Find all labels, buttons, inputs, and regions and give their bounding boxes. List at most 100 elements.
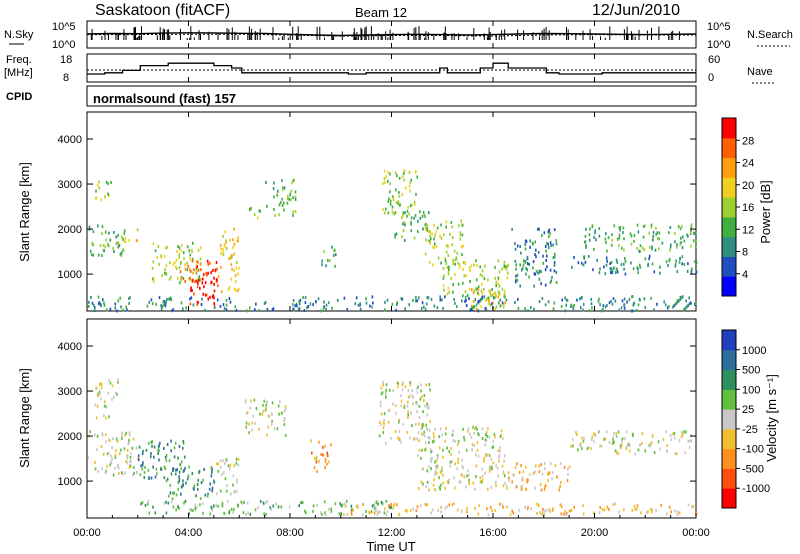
heatmap-cell <box>216 278 218 282</box>
heatmap-cell <box>375 500 378 504</box>
heatmap-cell <box>100 444 103 448</box>
heatmap-cell <box>487 487 489 491</box>
heatmap-cell <box>604 305 607 309</box>
heatmap-cell <box>111 446 113 449</box>
heatmap-cell <box>452 290 454 294</box>
heatmap-cell <box>401 297 404 301</box>
heatmap-cell <box>207 492 209 496</box>
heatmap-cell <box>412 507 414 511</box>
heatmap-cell <box>618 308 620 312</box>
heatmap-cell <box>470 307 472 311</box>
heatmap-cell <box>568 465 571 469</box>
heatmap-cell <box>116 392 118 396</box>
heatmap-cell <box>178 506 180 510</box>
heatmap-cell <box>225 239 227 243</box>
heatmap-cell <box>328 460 330 464</box>
heatmap-cell <box>419 216 422 220</box>
heatmap-cell <box>160 254 162 258</box>
heatmap-cell <box>611 302 614 306</box>
heatmap-cell <box>414 170 417 174</box>
heatmap-cell <box>549 232 551 236</box>
heatmap-cell <box>678 439 681 443</box>
heatmap-cell <box>394 430 397 433</box>
heatmap-cell <box>481 427 484 431</box>
heatmap-cell <box>183 501 185 505</box>
heatmap-cell <box>262 501 265 505</box>
heatmap-cell <box>560 304 563 308</box>
heatmap-cell <box>219 489 222 493</box>
heatmap-cell <box>158 458 160 462</box>
heatmap-cell <box>617 430 620 434</box>
heatmap-cell <box>124 236 127 240</box>
heatmap-cell <box>676 513 678 517</box>
heatmap-cell <box>178 444 181 448</box>
heatmap-cell <box>408 395 411 399</box>
heatmap-cell <box>628 444 631 448</box>
heatmap-cell <box>233 508 235 511</box>
heatmap-cell <box>445 220 448 224</box>
heatmap-cell <box>233 242 236 246</box>
heatmap-cell <box>327 258 329 262</box>
heatmap-cell <box>237 236 239 240</box>
heatmap-cell <box>155 467 158 471</box>
heatmap-cell <box>316 503 318 507</box>
heatmap-cell <box>611 238 614 242</box>
heatmap-cell <box>488 299 490 303</box>
heatmap-cell <box>262 409 265 413</box>
heatmap-cell <box>541 234 543 238</box>
heatmap-cell <box>615 258 618 262</box>
heatmap-cell <box>648 245 651 249</box>
heatmap-cell <box>594 231 596 235</box>
heatmap-cell <box>610 299 612 303</box>
heatmap-cell <box>475 453 477 457</box>
heatmap-cell <box>384 180 386 184</box>
heatmap-cell <box>115 449 117 452</box>
heatmap-cell <box>263 399 265 403</box>
heatmap-cell <box>146 304 149 308</box>
heatmap-cell <box>237 457 240 461</box>
heatmap-cell <box>528 473 531 477</box>
heatmap-cell <box>121 472 124 476</box>
heatmap-cell <box>230 277 232 281</box>
heatmap-cell <box>411 424 413 428</box>
heatmap-cell <box>199 497 202 500</box>
freq-right-tick-low: 0 <box>708 72 714 84</box>
heatmap-cell <box>165 479 168 483</box>
heatmap-cell <box>301 501 304 504</box>
heatmap-cell <box>101 232 103 236</box>
heatmap-cell <box>95 196 97 200</box>
heatmap-cell <box>515 267 517 271</box>
heatmap-cell <box>425 383 427 387</box>
heatmap-cell <box>350 510 353 514</box>
heatmap-cell <box>369 304 371 308</box>
heatmap-cell <box>484 438 487 442</box>
heatmap-cell <box>294 304 296 308</box>
heatmap-cell <box>442 284 445 288</box>
heatmap-cell <box>380 392 383 396</box>
heatmap-cell <box>189 276 191 280</box>
heatmap-cell <box>425 423 427 427</box>
heatmap-cell <box>140 502 142 506</box>
heatmap-cell <box>177 456 179 460</box>
heatmap-cell <box>481 478 484 482</box>
heatmap-cell <box>158 449 160 453</box>
heatmap-cell <box>407 395 410 399</box>
heatmap-cell <box>324 459 327 463</box>
heatmap-cell <box>386 298 389 302</box>
heatmap-cell <box>425 302 428 306</box>
heatmap-cell <box>444 259 447 263</box>
heatmap-cell <box>192 271 194 275</box>
heatmap-cell <box>184 455 186 459</box>
heatmap-cell <box>648 257 650 261</box>
heatmap-cell <box>150 455 152 459</box>
heatmap-cell <box>528 275 530 279</box>
heatmap-cell <box>473 443 476 447</box>
heatmap-cell <box>640 511 642 515</box>
heatmap-cell <box>490 505 492 509</box>
heatmap-cell <box>465 485 467 489</box>
heatmap-cell <box>350 508 353 512</box>
heatmap-cell <box>676 243 678 247</box>
heatmap-cell <box>623 267 625 271</box>
heatmap-cell <box>467 427 470 431</box>
heatmap-cell <box>409 189 411 193</box>
